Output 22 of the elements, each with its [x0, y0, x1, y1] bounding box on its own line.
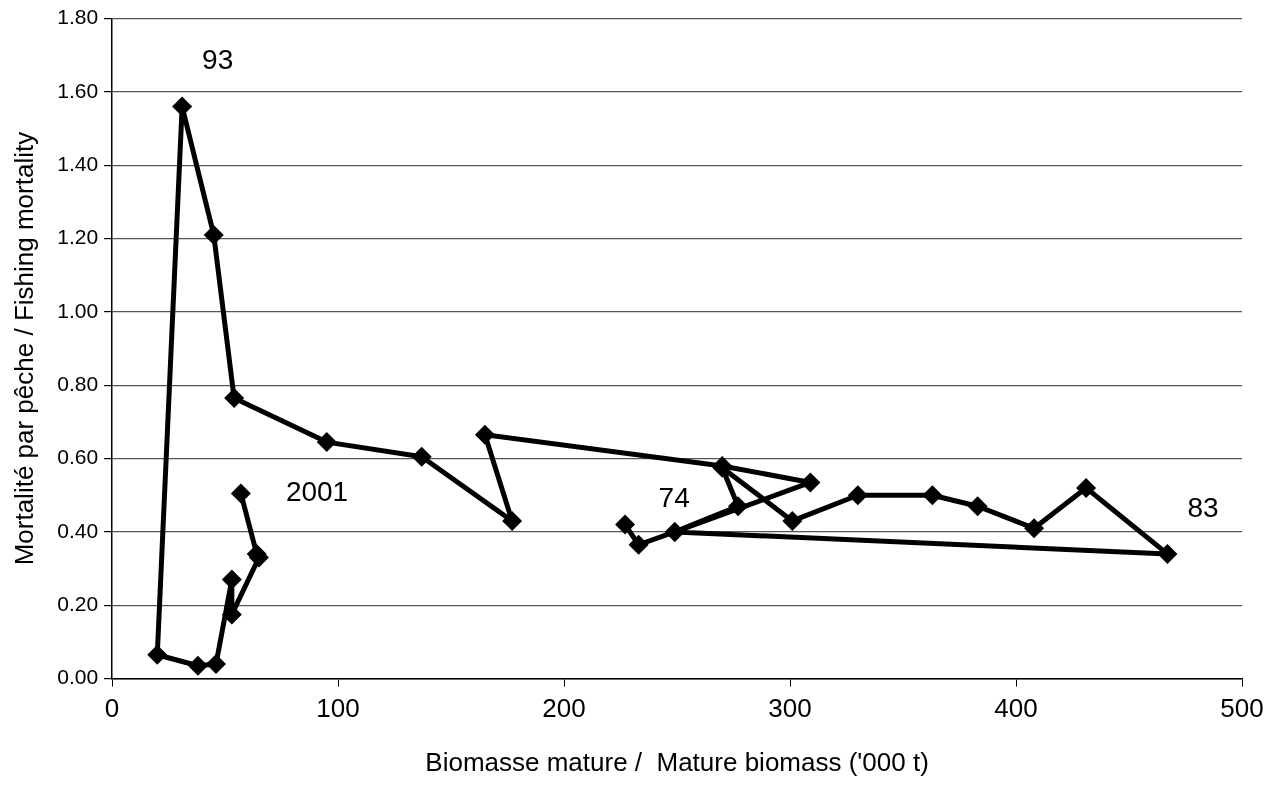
- x-tick-label: 200: [542, 693, 586, 724]
- y-tick-label: 0.20: [57, 592, 99, 616]
- y-tick-label: 0.60: [57, 445, 99, 469]
- x-axis-title: Biomasse mature / Mature biomass ('000 t): [425, 746, 929, 777]
- y-tick-label: 1.40: [57, 152, 99, 176]
- x-tick-label: 500: [1220, 693, 1264, 724]
- y-tick-label: 1.20: [57, 225, 99, 249]
- x-tick-label: 0: [104, 693, 120, 724]
- y-tick-label: 0.80: [57, 372, 99, 396]
- y-tick-label: 1.60: [57, 78, 99, 102]
- annotation: 83: [1187, 491, 1219, 523]
- annotation: 93: [202, 44, 234, 76]
- y-tick-label: 1.00: [57, 298, 99, 322]
- y-tick-label: 1.80: [57, 5, 99, 29]
- y-axis-title: Mortalité par pêche / Fishing mortality: [8, 131, 39, 566]
- x-tick-label: 400: [994, 693, 1038, 724]
- y-tick-label: 0.40: [57, 518, 99, 542]
- y-tick-label: 0.00: [57, 665, 99, 689]
- annotation: 2001: [285, 476, 349, 508]
- annotation: 74: [658, 482, 690, 514]
- x-tick-label: 100: [316, 693, 360, 724]
- x-tick-label: 300: [768, 693, 812, 724]
